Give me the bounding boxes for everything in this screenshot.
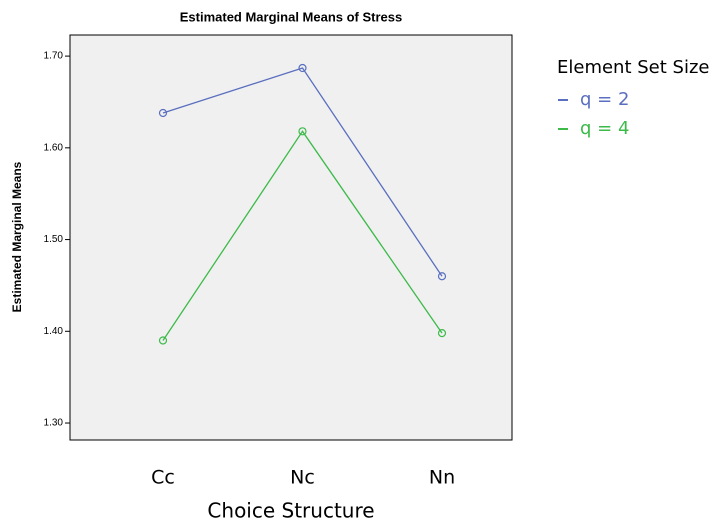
point-marker (158, 336, 168, 345)
point-marker (298, 63, 307, 73)
x-tick-label: Nc (290, 467, 315, 489)
series-line (162, 67, 443, 277)
point-marker (158, 108, 168, 118)
y-axis-label: Estimated Marginal Means (10, 161, 24, 312)
legend-title: Element Set Size (557, 57, 709, 78)
y-tick-label: 1.50 (44, 234, 64, 245)
y-tick-label: 1.70 (44, 51, 64, 62)
y-tick-label: 1.30 (44, 418, 64, 429)
y-tick-label: 1.40 (44, 326, 64, 337)
x-axis-label: Choice Structure (207, 499, 374, 523)
point-marker (298, 127, 307, 136)
point-marker (437, 329, 447, 338)
legend-label: q = 2 (580, 89, 629, 110)
legend-label: q = 4 (580, 118, 629, 139)
x-tick-label: Nn (429, 467, 455, 489)
y-tick-label: 1.60 (44, 142, 64, 153)
x-tick-label: Cc (151, 467, 175, 489)
point-marker (437, 272, 447, 281)
chart-title: Estimated Marginal Means of Stress (180, 9, 403, 24)
series-line (162, 130, 443, 341)
plot-area (69, 34, 513, 441)
